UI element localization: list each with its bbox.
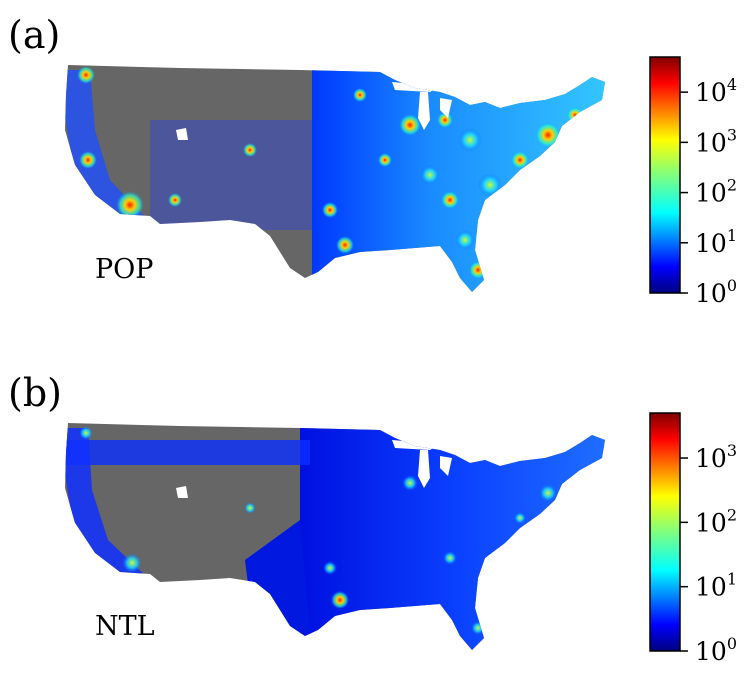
colorbar-tick-label: 103 [695,125,737,157]
lake-michigan [418,450,430,488]
hotspot-sf [79,151,97,169]
hotspot-carolinas [478,173,502,197]
hotspot-phoenix [168,193,182,207]
map-label-ntl: NTL [95,611,155,642]
hotspot-la [122,553,142,573]
colorbar-tick-label: 102 [695,505,737,537]
hotspot-dc [511,151,529,169]
colorbar-a: 100 101 102 103 104 [649,56,737,308]
city-hotspots [79,426,557,635]
hotspot-atlanta [441,191,459,209]
hotspot-ohio [458,128,482,152]
hotspot-stlouis [378,153,392,167]
hotspot-minneapolis [353,88,367,102]
map-label-pop: POP [95,254,153,285]
colorbar-a-ticks: 100 101 102 103 104 [680,75,737,308]
hotspot-denver [244,502,256,514]
map-fill-north-band [65,440,310,465]
hotspot-miami [469,261,487,279]
colorbar-a-gradient [649,56,681,294]
panel-a: (a) [8,13,737,308]
hotspot-dallas [323,561,337,575]
hotspot-dc [514,512,526,524]
colorbar-tick-label: 101 [695,226,737,258]
hotspot-nyc [539,484,557,502]
hotspot-miami [471,621,485,635]
hotspot-houston [331,591,349,609]
hotspot-florida [455,230,475,250]
colorbar-tick-label: 102 [695,176,737,208]
colorbar-b-gradient [649,412,681,652]
hotspot-houston [336,236,354,254]
colorbar-tick-label: 100 [695,276,737,308]
lake-huron [440,98,452,118]
city-hotspots [77,66,583,279]
lake-huron [440,456,452,476]
pacific-coast-strip [65,428,150,580]
hotspot-seattle [79,426,93,440]
colorbar-tick-label: 101 [695,570,737,602]
hotspot-tennessee [420,165,440,185]
colorbar-tick-label: 100 [695,634,737,666]
map-fill-east [300,423,605,650]
hotspot-chicago [402,475,418,491]
hotspot-atlanta [443,551,457,565]
colorbar-b-ticks: 100 101 102 103 [680,441,737,666]
hotspot-boston [567,107,583,123]
pacific-coast-strip [65,70,150,222]
hotspot-denver [243,143,257,157]
map-fill-west-sparse [150,120,312,230]
colorbar-tick-label: 103 [695,441,737,473]
great-salt-lake [176,128,188,140]
hotspot-dallas [322,202,338,218]
hotspot-chicago [399,114,421,136]
panel-b: (b) [8,371,737,666]
lake-michigan [418,92,430,130]
panel-label-a: (a) [8,13,60,57]
colorbar-b: 100 101 102 103 [649,412,737,666]
colorbar-tick-label: 104 [695,75,737,107]
panel-label-b: (b) [8,371,62,415]
hotspot-nyc [535,122,561,148]
hotspot-la [116,191,144,219]
hotspot-seattle [77,66,95,84]
great-salt-lake [176,486,188,498]
hotspot-detroit [437,112,453,128]
